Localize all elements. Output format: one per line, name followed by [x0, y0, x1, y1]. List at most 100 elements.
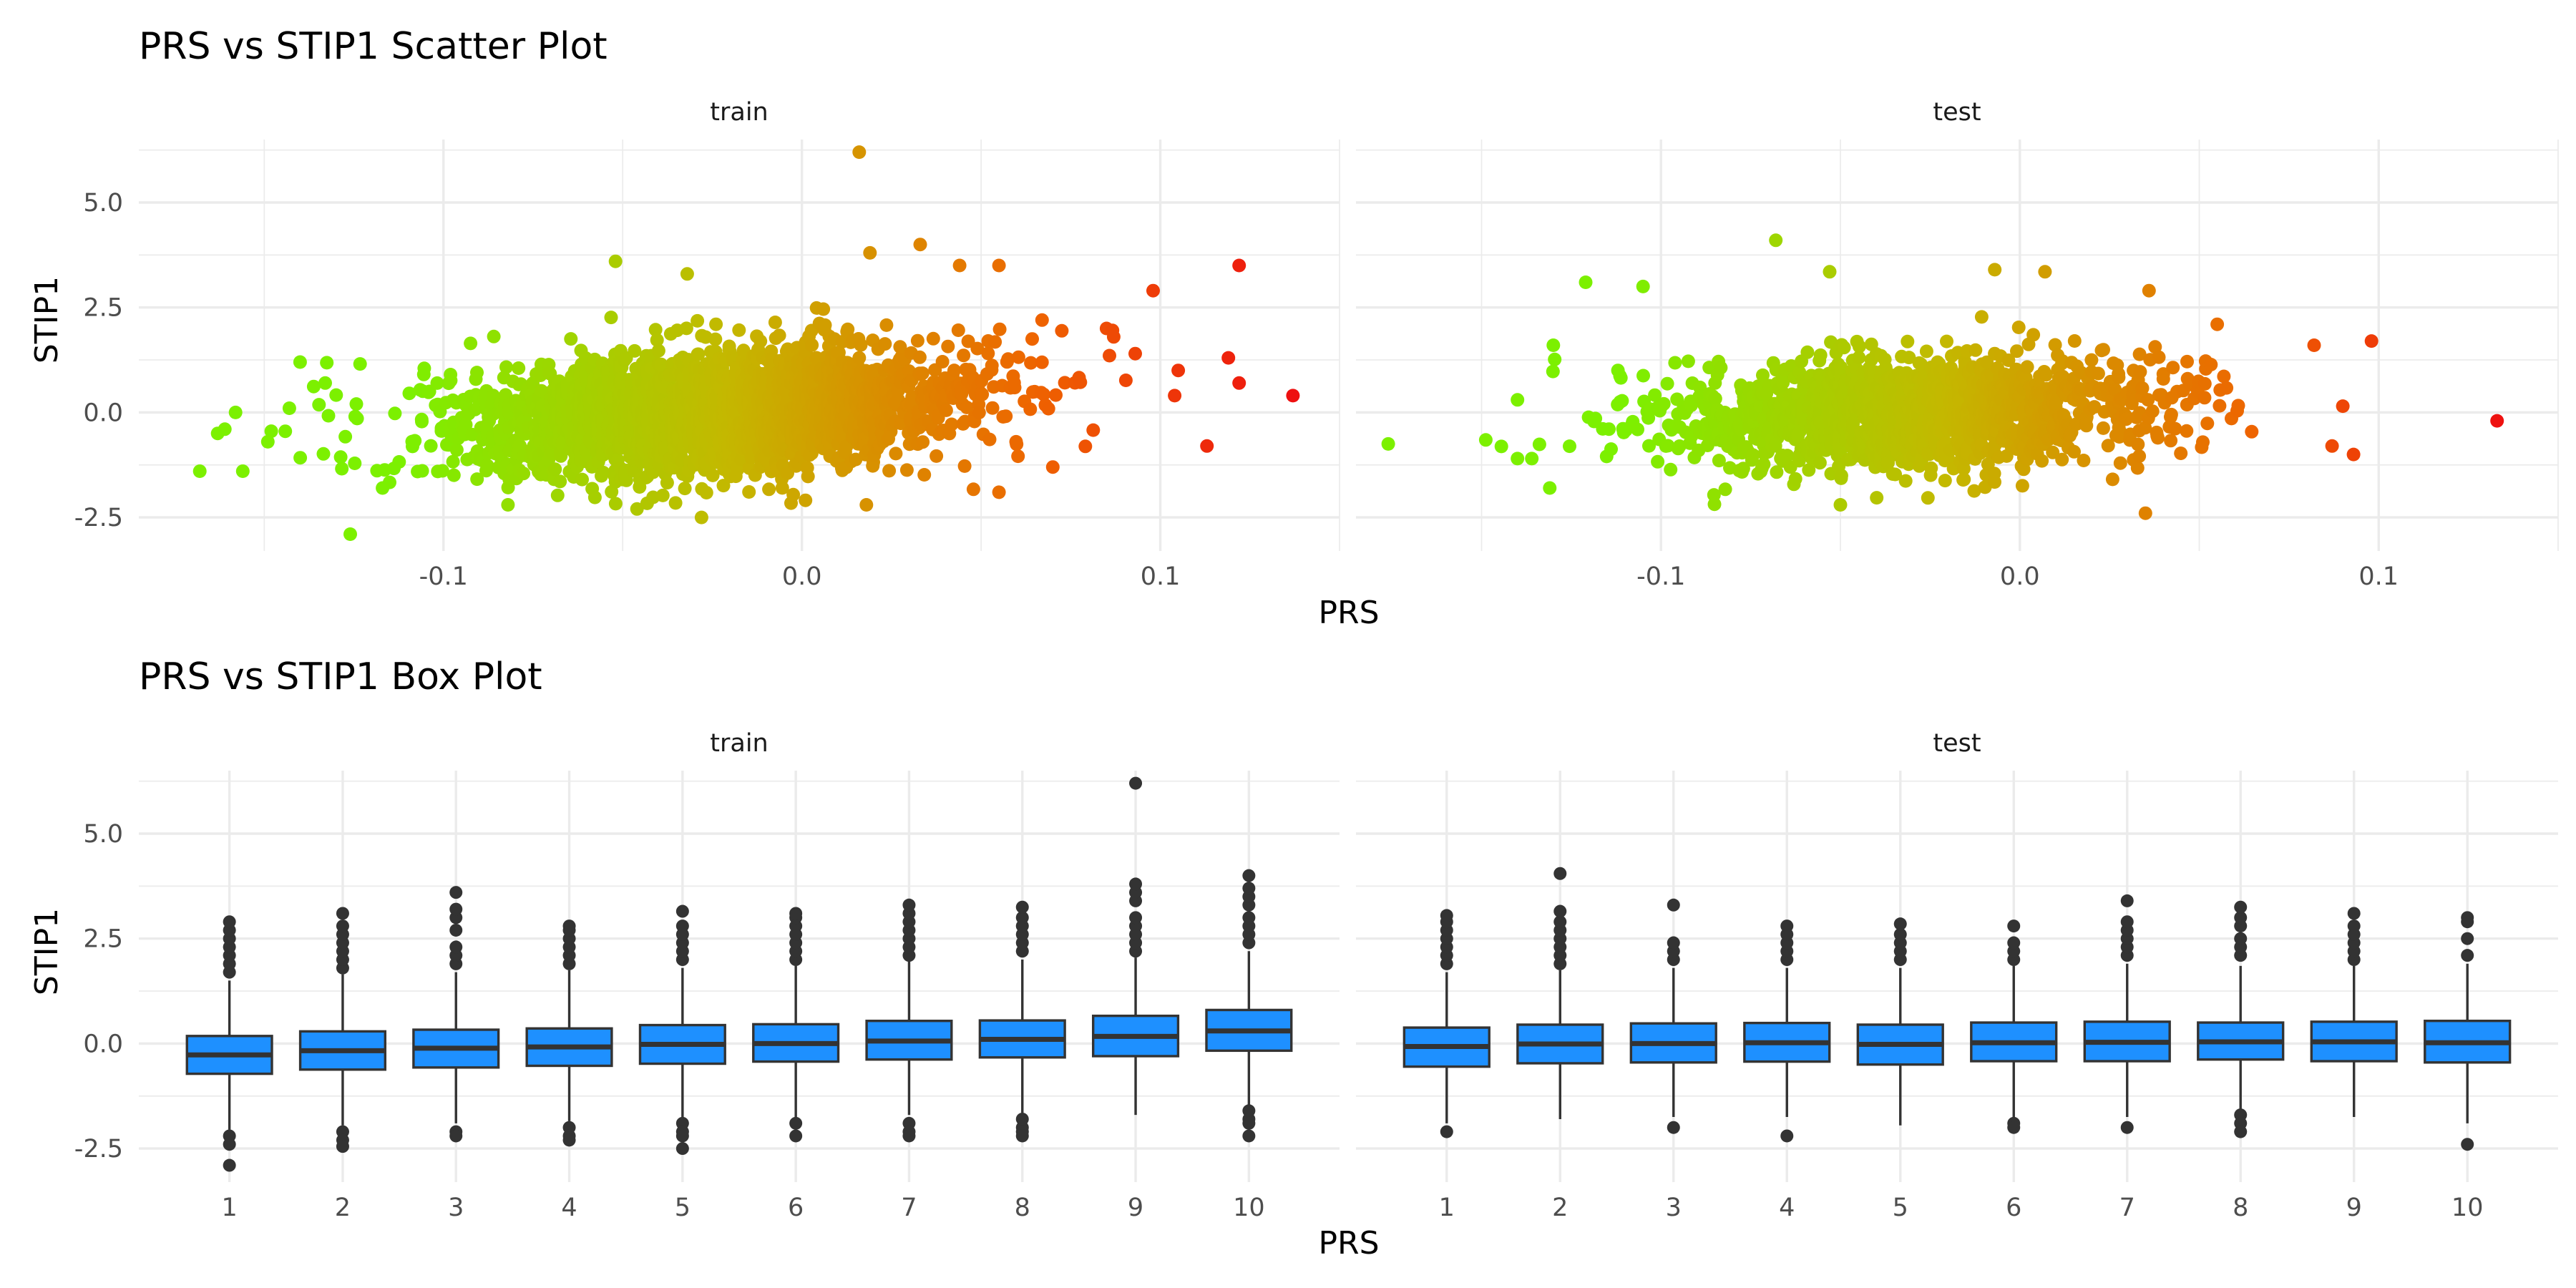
- scatter-point: [444, 374, 458, 388]
- scatter-point: [1901, 334, 1915, 348]
- scatter-point: [388, 406, 402, 421]
- scatter-point: [841, 322, 855, 336]
- scatter-point: [2212, 399, 2227, 413]
- box-test-strip-label: test: [1933, 729, 1981, 758]
- scatter-point: [415, 464, 429, 478]
- scatter-point: [1221, 351, 1236, 365]
- outlier-point: [2461, 1138, 2474, 1151]
- box-6: [752, 907, 840, 1143]
- scatter-point: [1128, 346, 1142, 361]
- scatter-point: [408, 434, 422, 448]
- outlier-point: [1242, 882, 1256, 895]
- scatter-point: [985, 358, 999, 373]
- scatter-point: [2001, 353, 2016, 367]
- scatter-point: [1668, 356, 1682, 370]
- outlier-point: [1893, 917, 1907, 931]
- scatter-point: [694, 510, 708, 525]
- scatter-point: [2174, 447, 2188, 460]
- scatter-point: [2132, 449, 2147, 463]
- scatter-point: [691, 347, 706, 361]
- scatter-point: [2196, 435, 2210, 449]
- scatter-point: [192, 464, 207, 478]
- outlier-point: [2120, 894, 2134, 907]
- scatter-point: [2130, 461, 2145, 475]
- scatter-point: [1086, 423, 1101, 437]
- scatter-point: [2131, 437, 2145, 452]
- scatter-point: [2197, 391, 2212, 405]
- scatter-point: [863, 245, 877, 260]
- outlier-point: [789, 907, 803, 920]
- scatter-point: [2132, 347, 2147, 361]
- scatter-point: [1543, 481, 1557, 495]
- scatter-point: [1232, 258, 1246, 273]
- scatter-point: [1563, 439, 1576, 454]
- scatter-point: [1579, 275, 1593, 289]
- outlier-point: [2347, 907, 2361, 920]
- scatter-test-strip-label: test: [1933, 98, 1981, 127]
- scatter-point: [2112, 370, 2126, 384]
- scatter-point: [235, 464, 250, 478]
- scatter-point: [2067, 334, 2082, 348]
- scatter-point: [2245, 424, 2259, 439]
- scatter-point: [1546, 364, 1560, 379]
- scatter-point: [228, 405, 243, 419]
- scatter-point: [1660, 376, 1674, 391]
- outlier-point: [449, 940, 463, 954]
- scatter-point: [512, 361, 526, 375]
- scatter-point: [430, 376, 444, 390]
- x-tick-label: 0.1: [1141, 562, 1181, 591]
- scatter-point: [1232, 376, 1246, 390]
- scatter-test-grid: [1356, 140, 2559, 551]
- scatter-point: [318, 376, 332, 390]
- scatter-point: [470, 472, 484, 487]
- scatter-point: [960, 400, 974, 414]
- scatter-point: [742, 485, 756, 499]
- x-tick-label: 1: [1439, 1194, 1455, 1222]
- scatter-point: [553, 474, 567, 489]
- scatter-point: [2152, 350, 2166, 364]
- scatter-point: [699, 486, 713, 499]
- scatter-point: [2087, 400, 2102, 414]
- scatter-point: [1684, 398, 1698, 412]
- scatter-point: [608, 254, 623, 268]
- scatter-point: [2142, 283, 2156, 298]
- outlier-point: [562, 919, 576, 933]
- scatter-point: [708, 332, 723, 346]
- scatter-point: [816, 302, 831, 316]
- scatter-point: [1548, 352, 1562, 366]
- scatter-point: [1025, 332, 1039, 346]
- scatter-point: [878, 337, 892, 351]
- scatter-point: [2197, 376, 2212, 391]
- outlier-point: [1242, 911, 1256, 924]
- scatter-point: [2364, 334, 2379, 348]
- scatter-point: [1898, 474, 1913, 488]
- scatter-point: [2077, 454, 2091, 467]
- scatter-point: [2011, 321, 2026, 334]
- x-tick-label: 5: [1893, 1194, 1908, 1222]
- scatter-point: [1604, 442, 1618, 457]
- outlier-point: [675, 1129, 689, 1143]
- scatter-point: [1837, 341, 1851, 355]
- scatter-point: [1494, 439, 1508, 454]
- scatter-point: [999, 409, 1013, 424]
- scatter-point: [2164, 434, 2178, 448]
- scatter-point: [1631, 422, 1644, 436]
- scatter-point: [859, 498, 874, 512]
- scatter-point: [293, 355, 307, 369]
- box-section: train test -2.5 0.0 2.5 5.0 1 2 3 4 5 6 7 8 9 10 1 2 3…: [29, 729, 2558, 1262]
- scatter-point: [2220, 381, 2234, 395]
- scatter-point: [1712, 454, 1726, 468]
- scatter-point: [306, 379, 321, 394]
- scatter-point: [1651, 454, 1665, 469]
- scatter-point: [1011, 449, 1025, 464]
- scatter-point: [2101, 439, 2115, 453]
- x-tick-label: 8: [1015, 1194, 1030, 1222]
- scatter-point: [604, 311, 618, 325]
- y-tick-label: 2.5: [83, 294, 123, 323]
- scatter-point: [320, 356, 334, 370]
- scatter-point: [1589, 411, 1603, 426]
- scatter-point: [775, 481, 789, 495]
- scatter-point: [1023, 402, 1038, 416]
- scatter-point: [2307, 338, 2321, 352]
